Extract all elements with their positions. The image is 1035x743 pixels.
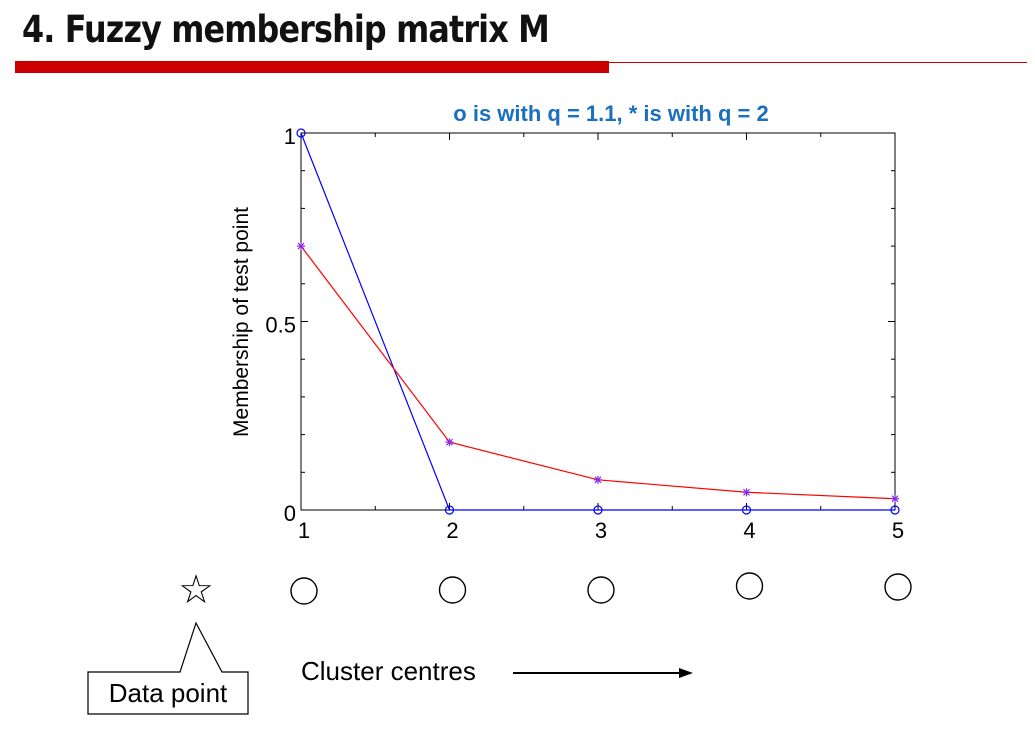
x-tick-label: 1	[298, 518, 310, 543]
y-axis-label: Membership of test point	[230, 207, 253, 437]
data-point-marker	[297, 242, 305, 251]
series-lines	[296, 128, 900, 515]
data-point-marker	[891, 494, 899, 503]
x-tick-label: 4	[743, 518, 755, 543]
plot-frame	[300, 132, 896, 511]
y-tick-label: 0	[284, 501, 296, 526]
series-line	[300, 245, 896, 500]
title-underline-bar	[15, 61, 609, 73]
y-tick-labels: 00.51	[265, 124, 296, 526]
data-point-marker	[296, 128, 306, 138]
series-line	[300, 132, 895, 511]
data-point-marker	[890, 505, 900, 515]
data-point-marker	[742, 488, 751, 497]
x-tick-label: 2	[446, 518, 458, 543]
data-point-marker	[741, 505, 752, 515]
cluster-centres-label: Cluster centres	[301, 656, 476, 686]
slide-title: 4. Fuzzy membership matrix M	[22, 8, 550, 51]
tick-marks	[300, 132, 896, 511]
x-tick-label: 3	[595, 518, 607, 543]
x-tick-labels: 1 2 3 4 5	[298, 518, 904, 543]
x-tick-label: 5	[892, 518, 904, 543]
data-point-marker	[594, 475, 602, 484]
right-arrow-icon	[513, 668, 693, 678]
data-point-label: Data point	[108, 678, 228, 708]
y-tick-label: 1	[284, 124, 296, 149]
data-point-marker	[445, 438, 454, 447]
title-underline-line	[609, 62, 1027, 63]
data-point-marker	[444, 505, 455, 515]
data-point-marker	[593, 505, 603, 515]
y-tick-label: 0.5	[265, 313, 296, 338]
chart-title: o is with q = 1.1, * is with q = 2	[453, 101, 768, 126]
